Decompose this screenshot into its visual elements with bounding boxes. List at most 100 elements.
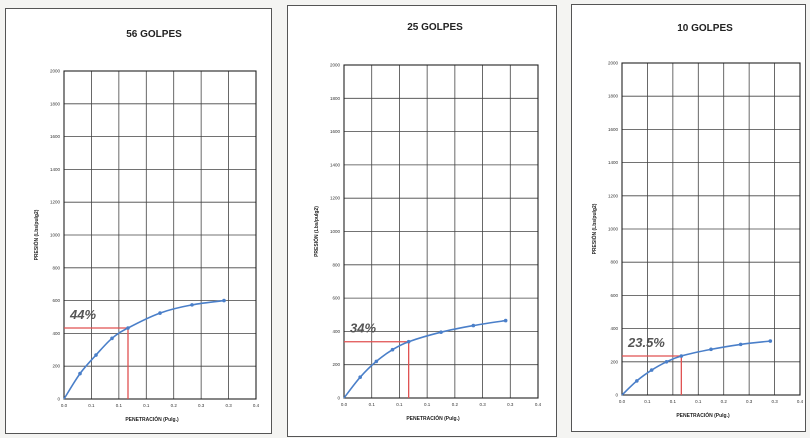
x-tick-label: 0.2 — [452, 402, 459, 407]
y-tick-label: 1200 — [50, 200, 61, 205]
series-line — [63, 299, 225, 400]
x-tick-label: 0.1 — [88, 403, 95, 408]
data-point — [190, 303, 194, 307]
x-tick-label: 0.1 — [396, 402, 403, 407]
data-point — [709, 347, 713, 352]
data-point — [635, 379, 639, 383]
plot-frame — [343, 64, 539, 399]
y-tick-label: 200 — [52, 364, 60, 369]
y-axis-label: PRESIÓN (Lbs/pulg2) — [312, 206, 320, 257]
data-point — [406, 339, 411, 344]
y-tick-label: 800 — [52, 265, 60, 270]
x-tick-label: 0.0 — [619, 399, 626, 404]
y-tick-label: 800 — [332, 262, 340, 267]
chart-panel-25-golpes: 25 GOLPES 0.0 0.1 0.1 0.1 0.2 0.3 0.3 0.4 0 200 400… — [287, 5, 557, 437]
y-tick-label: 1000 — [50, 233, 61, 238]
x-axis-label: PENETRACIÓN (Pulg.) — [406, 414, 460, 422]
chart-panel-56-golpes: 56 GOLPES 0.0 0.1 0.1 0.1 0.2 0.3 0.3 0.4 0 200 400… — [5, 8, 272, 434]
y-tick-label: 2000 — [330, 63, 341, 68]
y-tick-label: 400 — [52, 331, 60, 336]
y-tick-label: 600 — [610, 293, 618, 298]
chart-title: 25 GOLPES — [407, 22, 463, 33]
chart-title: 56 GOLPES — [126, 29, 182, 40]
y-tick-label: 800 — [610, 260, 618, 265]
plot-frame — [621, 62, 801, 396]
x-tick-label: 0.3 — [479, 402, 486, 407]
x-axis-label: PENETRACIÓN (Pulg.) — [676, 411, 730, 419]
y-tick-label: 2000 — [50, 69, 61, 74]
chart-svg-25-golpes: 25 GOLPES 0.0 0.1 0.1 0.1 0.2 0.3 0.3 0.4 0 200 400… — [312, 22, 542, 422]
y-tick-label: 400 — [610, 326, 618, 331]
x-tick-label: 0.4 — [535, 402, 542, 407]
data-point — [94, 353, 98, 357]
x-tick-label: 0.3 — [771, 399, 778, 404]
data-point — [126, 326, 130, 330]
x-tick-label: 0.3 — [225, 403, 232, 408]
data-point — [768, 339, 773, 343]
x-tick-label: 0.1 — [369, 402, 376, 407]
series-line — [343, 319, 506, 399]
data-point — [158, 311, 162, 315]
x-tick-label: 0.4 — [253, 403, 260, 408]
data-point — [649, 368, 654, 372]
y-tick-label: 1200 — [608, 193, 619, 198]
y-tick-label: 600 — [52, 298, 60, 303]
y-tick-label: 1000 — [608, 227, 619, 232]
y-tick-label: 2000 — [608, 61, 619, 66]
x-axis-label: PENETRACIÓN (Pulg.) — [125, 415, 179, 423]
percentage-label: 23.5% — [627, 335, 665, 350]
chart-svg-10-golpes: 10 GOLPES 0.0 0.1 0.1 0.1 0.2 0.3 0.3 0.4 0 200 400… — [590, 23, 804, 419]
data-point — [374, 359, 379, 364]
chart-panel-10-golpes: 10 GOLPES 0.0 0.1 0.1 0.1 0.2 0.3 0.3 0.4 0 200 400… — [571, 4, 806, 432]
data-point — [78, 371, 82, 376]
y-tick-label: 200 — [332, 362, 340, 367]
chart-svg-56-golpes: 56 GOLPES 0.0 0.1 0.1 0.1 0.2 0.3 0.3 0.4 0 200 400… — [32, 29, 260, 423]
data-point — [222, 298, 226, 303]
y-tick-label: 1800 — [608, 94, 619, 99]
x-tick-label: 0.1 — [116, 403, 123, 408]
data-point — [664, 360, 669, 364]
y-tick-label: 1000 — [330, 229, 341, 234]
y-tick-label: 1400 — [608, 160, 619, 165]
y-tick-label: 1600 — [50, 134, 61, 139]
y-tick-label: 1600 — [608, 127, 619, 132]
data-point — [390, 347, 395, 352]
y-tick-label: 1600 — [330, 129, 341, 134]
percentage-label: 44% — [69, 307, 96, 322]
data-point — [110, 336, 114, 341]
y-axis-label: PRESIÓN (Lbs/pulg2) — [32, 209, 40, 260]
data-point — [358, 375, 362, 379]
x-tick-label: 0.2 — [721, 399, 728, 404]
y-tick-label: 1800 — [50, 101, 61, 106]
x-tick-label: 0.1 — [695, 399, 702, 404]
plot-frame — [63, 70, 257, 400]
x-tick-label: 0.1 — [424, 402, 431, 407]
x-tick-label: 0.1 — [143, 403, 150, 408]
data-point — [503, 318, 508, 323]
percentage-label: 34% — [350, 321, 376, 336]
x-tick-label: 0.4 — [797, 399, 804, 404]
y-tick-label: 400 — [332, 329, 340, 334]
y-tick-label: 1400 — [330, 162, 341, 167]
x-tick-label: 0.1 — [670, 399, 677, 404]
x-tick-label: 0.0 — [341, 402, 348, 407]
x-tick-label: 0.3 — [746, 399, 753, 404]
chart-title: 10 GOLPES — [677, 23, 733, 34]
y-tick-label: 200 — [610, 359, 618, 364]
x-tick-label: 0.3 — [198, 403, 205, 408]
y-tick-label: 1800 — [330, 96, 341, 101]
data-point — [471, 323, 476, 328]
x-tick-label: 0.1 — [644, 399, 651, 404]
y-tick-label: 1200 — [330, 196, 341, 201]
y-tick-label: 0 — [57, 397, 60, 402]
data-point — [738, 342, 743, 347]
y-tick-label: 1400 — [50, 167, 61, 172]
y-tick-label: 600 — [332, 296, 340, 301]
data-point — [439, 330, 443, 335]
y-tick-label: 0 — [615, 393, 618, 398]
y-tick-label: 0 — [337, 396, 340, 401]
x-tick-label: 0.2 — [171, 403, 178, 408]
data-point — [679, 354, 684, 358]
x-tick-label: 0.3 — [507, 402, 514, 407]
y-axis-label: PRESIÓN (Lbs/pulg2) — [590, 203, 598, 254]
